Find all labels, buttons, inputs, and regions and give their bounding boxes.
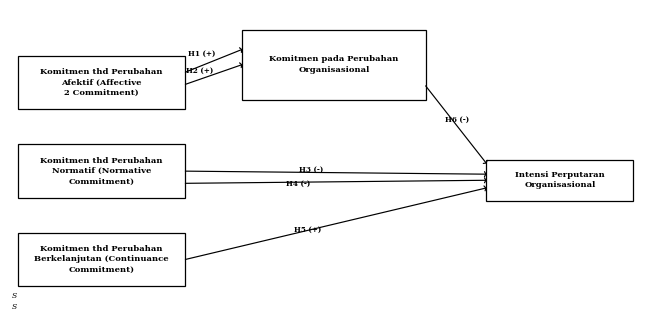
Text: Intensi Perputaran
Organisasional: Intensi Perputaran Organisasional <box>515 171 605 190</box>
Bar <box>486 160 633 201</box>
Text: H3 (-): H3 (-) <box>299 166 323 174</box>
Text: S: S <box>12 303 17 311</box>
Text: Komitmen thd Perubahan
Berkelanjutan (Continuance
Commitment): Komitmen thd Perubahan Berkelanjutan (Co… <box>34 245 169 274</box>
Text: H6 (-): H6 (-) <box>445 116 469 124</box>
Bar <box>18 233 185 286</box>
Text: S: S <box>12 292 17 299</box>
Text: H5 (+): H5 (+) <box>294 226 321 234</box>
Text: H2 (+): H2 (+) <box>186 67 214 75</box>
Bar <box>18 145 185 198</box>
Bar <box>242 29 426 99</box>
Text: H4 (-): H4 (-) <box>286 180 310 188</box>
Text: H1 (+): H1 (+) <box>188 50 216 58</box>
Text: Komitmen thd Perubahan
Normatif (Normative
Commitment): Komitmen thd Perubahan Normatif (Normati… <box>40 157 163 186</box>
Text: Komitmen thd Perubahan
Afektif (Affective
2 Commitment): Komitmen thd Perubahan Afektif (Affectiv… <box>40 68 163 97</box>
Bar <box>18 56 185 110</box>
Text: Komitmen pada Perubahan
Organisasional: Komitmen pada Perubahan Organisasional <box>269 55 399 74</box>
